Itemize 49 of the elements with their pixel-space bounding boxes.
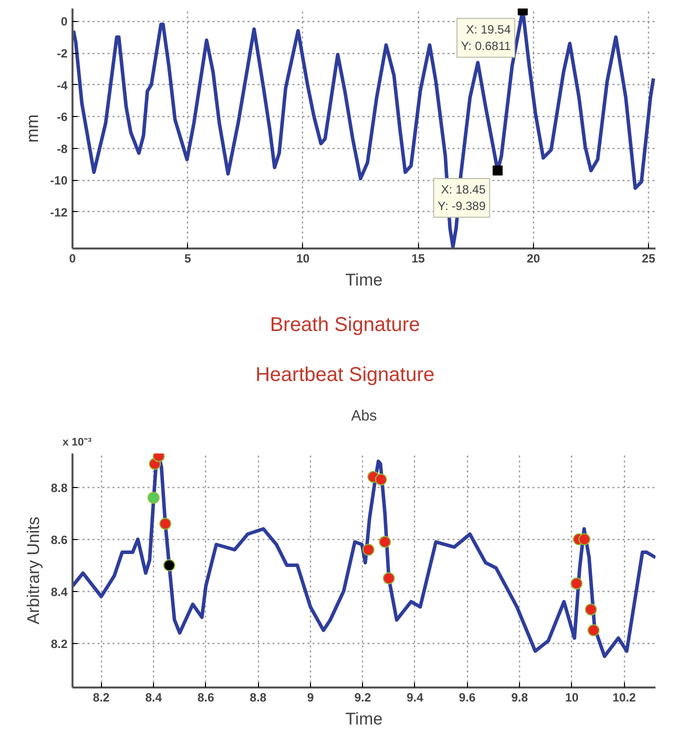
x-tick-label: 9.4 — [406, 690, 424, 704]
point — [382, 572, 395, 584]
annotation: X: 18.45 Y: -9.389 — [438, 182, 486, 214]
point — [148, 492, 160, 504]
x-tick-label: 9.6 — [458, 690, 476, 704]
point — [588, 624, 600, 636]
point — [378, 536, 391, 548]
y-axis-title: mm — [23, 114, 42, 143]
x-axis-title: Time — [345, 270, 383, 290]
x-tick-label: 9 — [307, 690, 314, 704]
y-tick-label: -8 — [56, 142, 68, 156]
text: Breath Signature — [270, 313, 420, 338]
point — [163, 559, 176, 572]
point — [570, 578, 583, 590]
text: x 10⁻³ — [62, 436, 92, 448]
y-tick-label: -4 — [56, 78, 68, 92]
annotation: X: 19.54 Y: 0.6811 — [460, 22, 512, 54]
x-tick-label: 25 — [642, 252, 656, 266]
x-tick-label: 10 — [296, 252, 310, 266]
y-tick-label: 8.4 — [50, 584, 68, 599]
x-tick-label: 8.4 — [145, 690, 162, 704]
x-tick-label: 10 — [565, 690, 579, 704]
y-tick-label: 8.2 — [50, 636, 68, 651]
x-axis-title: Time — [345, 710, 383, 728]
x-tick-label: 8.8 — [250, 690, 267, 704]
x-tick-label: 20 — [526, 252, 540, 266]
y-tick-label: 8.6 — [50, 532, 68, 547]
y-tick-label: 0 — [60, 14, 68, 29]
point — [159, 518, 172, 530]
chart-title: Abs — [351, 408, 377, 424]
point — [362, 544, 374, 556]
y-tick-label: -10 — [50, 174, 68, 188]
point — [374, 474, 387, 486]
x-tick-label: 9.8 — [511, 690, 528, 704]
x-tick-label: 8.2 — [92, 690, 110, 704]
x-tick-label: 15 — [411, 252, 426, 266]
text: Heartbeat Signature — [255, 363, 434, 388]
x-tick-label: 10.2 — [612, 690, 636, 704]
x-tick-label: 0 — [69, 252, 76, 266]
y-tick-label: -2 — [56, 46, 68, 61]
x-tick-label: 9.2 — [354, 690, 372, 704]
y-axis-title: Arbitrary Units — [24, 516, 43, 624]
x-tick-label: 5 — [184, 252, 192, 266]
y-tick-label: -12 — [50, 205, 68, 220]
point — [584, 604, 597, 616]
y-tick-label: -6 — [56, 110, 68, 124]
point — [578, 533, 590, 546]
y-tick-label: 8.8 — [50, 480, 68, 495]
x-tick-label: 8.6 — [197, 690, 214, 704]
